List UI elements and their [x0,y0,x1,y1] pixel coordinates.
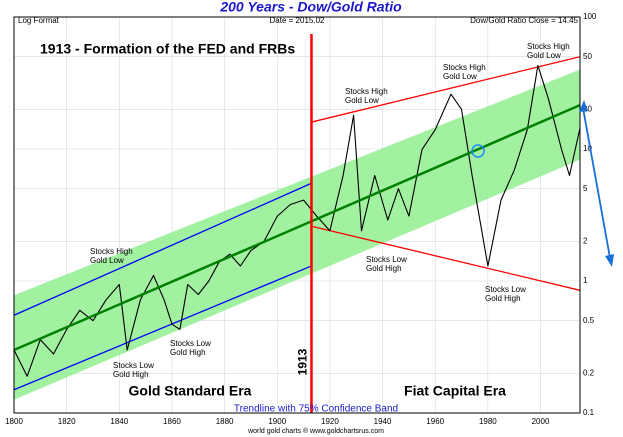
y-tick-label: 0.2 [583,368,595,377]
annotation: Stocks High [443,63,486,72]
event-label: 1913 [296,348,310,375]
x-tick-label: 1880 [216,417,234,426]
y-tick-label: 50 [583,52,592,61]
y-tick-label: 0.1 [583,408,595,417]
header-text: Date = 2015.02 [270,16,325,25]
annotation: Gold High [113,370,149,379]
annotation: Stocks Low [113,361,154,370]
plot-frame [13,16,581,414]
x-tick-label: 1940 [374,417,392,426]
header-text: Log Format [18,16,60,25]
headline: 1913 - Formation of the FED and FRBs [40,41,295,57]
channel-line [13,265,312,391]
annotation: Gold High [366,264,402,273]
y-tick-label: 2 [583,236,588,245]
trendline [13,103,581,352]
footer: world gold charts ® www.goldchartsrus.co… [247,427,384,435]
annotation: Gold High [170,348,206,357]
annotation: Stocks Low [366,255,407,264]
era-label: Gold Standard Era [129,383,252,399]
x-tick-label: 1860 [163,417,181,426]
arrow-head [605,254,614,267]
y-tick-label: 10 [583,144,592,153]
ratio-line [13,64,581,377]
header-text: Dow/Gold Ratio Close = 14.45 [470,16,578,25]
annotation: Stocks High [345,87,388,96]
band-caption: Trendline with 75% Confidence Band [234,404,398,415]
x-tick-label: 1840 [110,417,128,426]
era-label: Fiat Capital Era [404,383,506,399]
annotation: Gold Low [90,256,124,265]
annotation: Gold Low [443,72,477,81]
highlight-circle [471,144,485,158]
y-tick-label: 5 [583,184,588,193]
y-tick-label: 20 [583,104,592,113]
annotation: Gold Low [527,51,561,60]
x-tick-label: 1900 [268,417,286,426]
annotation: Stocks High [527,42,570,51]
chart-title: 200 Years - Dow/Gold Ratio [219,0,402,15]
y-tick-label: 100 [583,12,597,21]
x-tick-label: 1800 [5,417,23,426]
x-tick-label: 1980 [479,417,497,426]
annotation: Stocks High [90,247,133,256]
confidence-band [14,69,580,400]
x-tick-label: 1920 [321,417,339,426]
y-tick-label: 0.5 [583,316,595,325]
annotation: Stocks Low [170,339,211,348]
channel-line [311,225,581,291]
annotation: Gold Low [345,96,379,105]
projection-arrow [582,107,611,259]
x-tick-label: 2000 [532,417,550,426]
channel-line [13,182,312,316]
x-tick-label: 1820 [58,417,76,426]
arrow-head [579,100,588,112]
y-tick-label: 1 [583,276,588,285]
channel-line [311,56,581,123]
annotation: Stocks Low [485,285,526,294]
x-tick-label: 1960 [426,417,444,426]
annotation: Gold High [485,294,521,303]
